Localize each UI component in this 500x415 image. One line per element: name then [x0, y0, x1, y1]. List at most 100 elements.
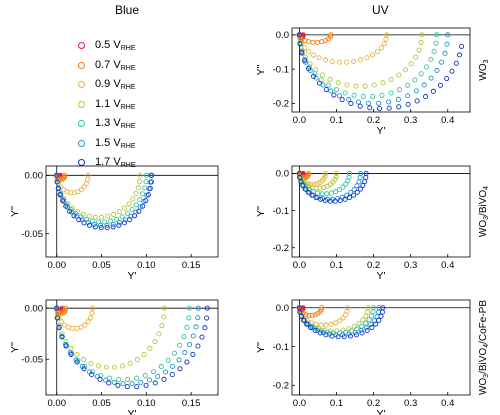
data-point — [314, 327, 321, 334]
data-point — [306, 312, 312, 318]
data-point — [333, 173, 339, 180]
data-point — [131, 213, 138, 219]
data-point — [161, 314, 167, 320]
data-point — [327, 198, 333, 204]
legend-marker — [78, 120, 85, 128]
legend-item: 0.7 VRHE — [78, 56, 135, 76]
y-tick-label: -0.1 — [273, 342, 289, 353]
plot-frame — [45, 165, 219, 258]
data-point — [388, 76, 394, 82]
x-tick-label: 0.1 — [330, 260, 343, 271]
data-point — [356, 179, 362, 185]
data-point — [89, 369, 96, 375]
data-point — [137, 197, 143, 203]
data-point — [424, 64, 430, 70]
data-point — [95, 363, 102, 369]
data-point — [433, 40, 439, 46]
data-point — [342, 196, 348, 202]
data-point — [345, 305, 351, 311]
row-label: WO3 — [478, 59, 490, 80]
data-point — [319, 72, 326, 78]
data-point — [186, 305, 192, 311]
legend-label: 1.1 VRHE — [95, 98, 135, 111]
data-point — [204, 315, 210, 321]
data-point — [74, 359, 80, 365]
data-point — [58, 319, 64, 325]
data-point — [143, 198, 149, 204]
data-point — [138, 379, 144, 385]
y-tick-label: -0.05 — [21, 355, 43, 366]
data-point — [312, 327, 318, 334]
data-point — [116, 220, 123, 226]
data-point — [134, 356, 140, 363]
data-point — [125, 376, 131, 383]
data-point — [323, 86, 329, 93]
data-point — [302, 54, 309, 60]
x-tick-label: 0.3 — [404, 398, 417, 409]
legend-item: 0.9 VRHE — [78, 75, 135, 95]
data-point — [346, 195, 353, 201]
data-point — [348, 100, 354, 106]
data-point — [434, 32, 440, 38]
data-point — [137, 204, 143, 210]
data-point — [336, 93, 343, 99]
data-point — [148, 179, 154, 185]
data-point — [150, 369, 157, 375]
data-point — [324, 191, 330, 197]
data-point — [91, 221, 97, 228]
data-point — [325, 82, 332, 88]
y-tick-label: 0.00 — [25, 303, 44, 314]
data-point — [147, 345, 153, 352]
data-point — [371, 305, 377, 311]
data-point — [82, 322, 88, 328]
data-point — [354, 189, 360, 195]
data-point — [165, 357, 171, 363]
y-tick-label: 0.0 — [276, 169, 289, 180]
data-point — [346, 170, 353, 176]
data-point — [456, 52, 463, 58]
x-tick-label: 0.3 — [404, 260, 417, 271]
data-point — [304, 321, 310, 327]
x-tick-label: 0.00 — [48, 398, 67, 409]
data-point — [111, 379, 117, 385]
data-point — [81, 220, 87, 226]
data-point — [110, 224, 116, 230]
row-label-subscript: 3 — [483, 374, 490, 378]
data-point — [428, 75, 434, 81]
y-tick-label: 0.00 — [25, 171, 44, 182]
data-point — [71, 213, 77, 219]
data-point — [360, 93, 366, 99]
data-point — [145, 192, 151, 198]
data-point — [54, 179, 60, 185]
data-point — [353, 83, 359, 89]
legend-unit-subscript: RHE — [120, 64, 136, 72]
chart-uv-wo3-bivo4: 0.0 0.1 0.2 0.3 0.4 0.0 -0.1 -0.2 Y' Y'' WO3/BiVO4 — [255, 165, 490, 282]
legend-label: 0.7 VRHE — [95, 59, 135, 72]
row-label-subscript: 4 — [483, 344, 490, 348]
x-tick-label: 0.05 — [92, 260, 111, 271]
legend-unit: V — [113, 58, 121, 71]
data-point — [124, 384, 130, 390]
data-point — [459, 43, 465, 49]
x-tick-label: 0.1 — [330, 115, 343, 126]
data-point — [365, 305, 371, 311]
data-point — [170, 363, 176, 369]
data-point — [312, 71, 318, 77]
data-point — [418, 71, 424, 77]
data-point — [333, 320, 339, 326]
column-title-blue: Blue — [115, 3, 140, 17]
data-point — [333, 189, 339, 195]
data-point — [58, 192, 64, 198]
data-point — [86, 213, 92, 219]
data-point — [74, 351, 80, 358]
data-point — [357, 175, 363, 181]
data-point — [190, 333, 196, 339]
data-point — [143, 382, 149, 388]
data-point — [317, 330, 323, 336]
data-point — [60, 198, 66, 204]
data-point — [141, 351, 147, 358]
data-point — [306, 49, 312, 55]
data-point — [302, 186, 308, 192]
data-point — [308, 324, 314, 331]
data-point — [103, 377, 109, 383]
